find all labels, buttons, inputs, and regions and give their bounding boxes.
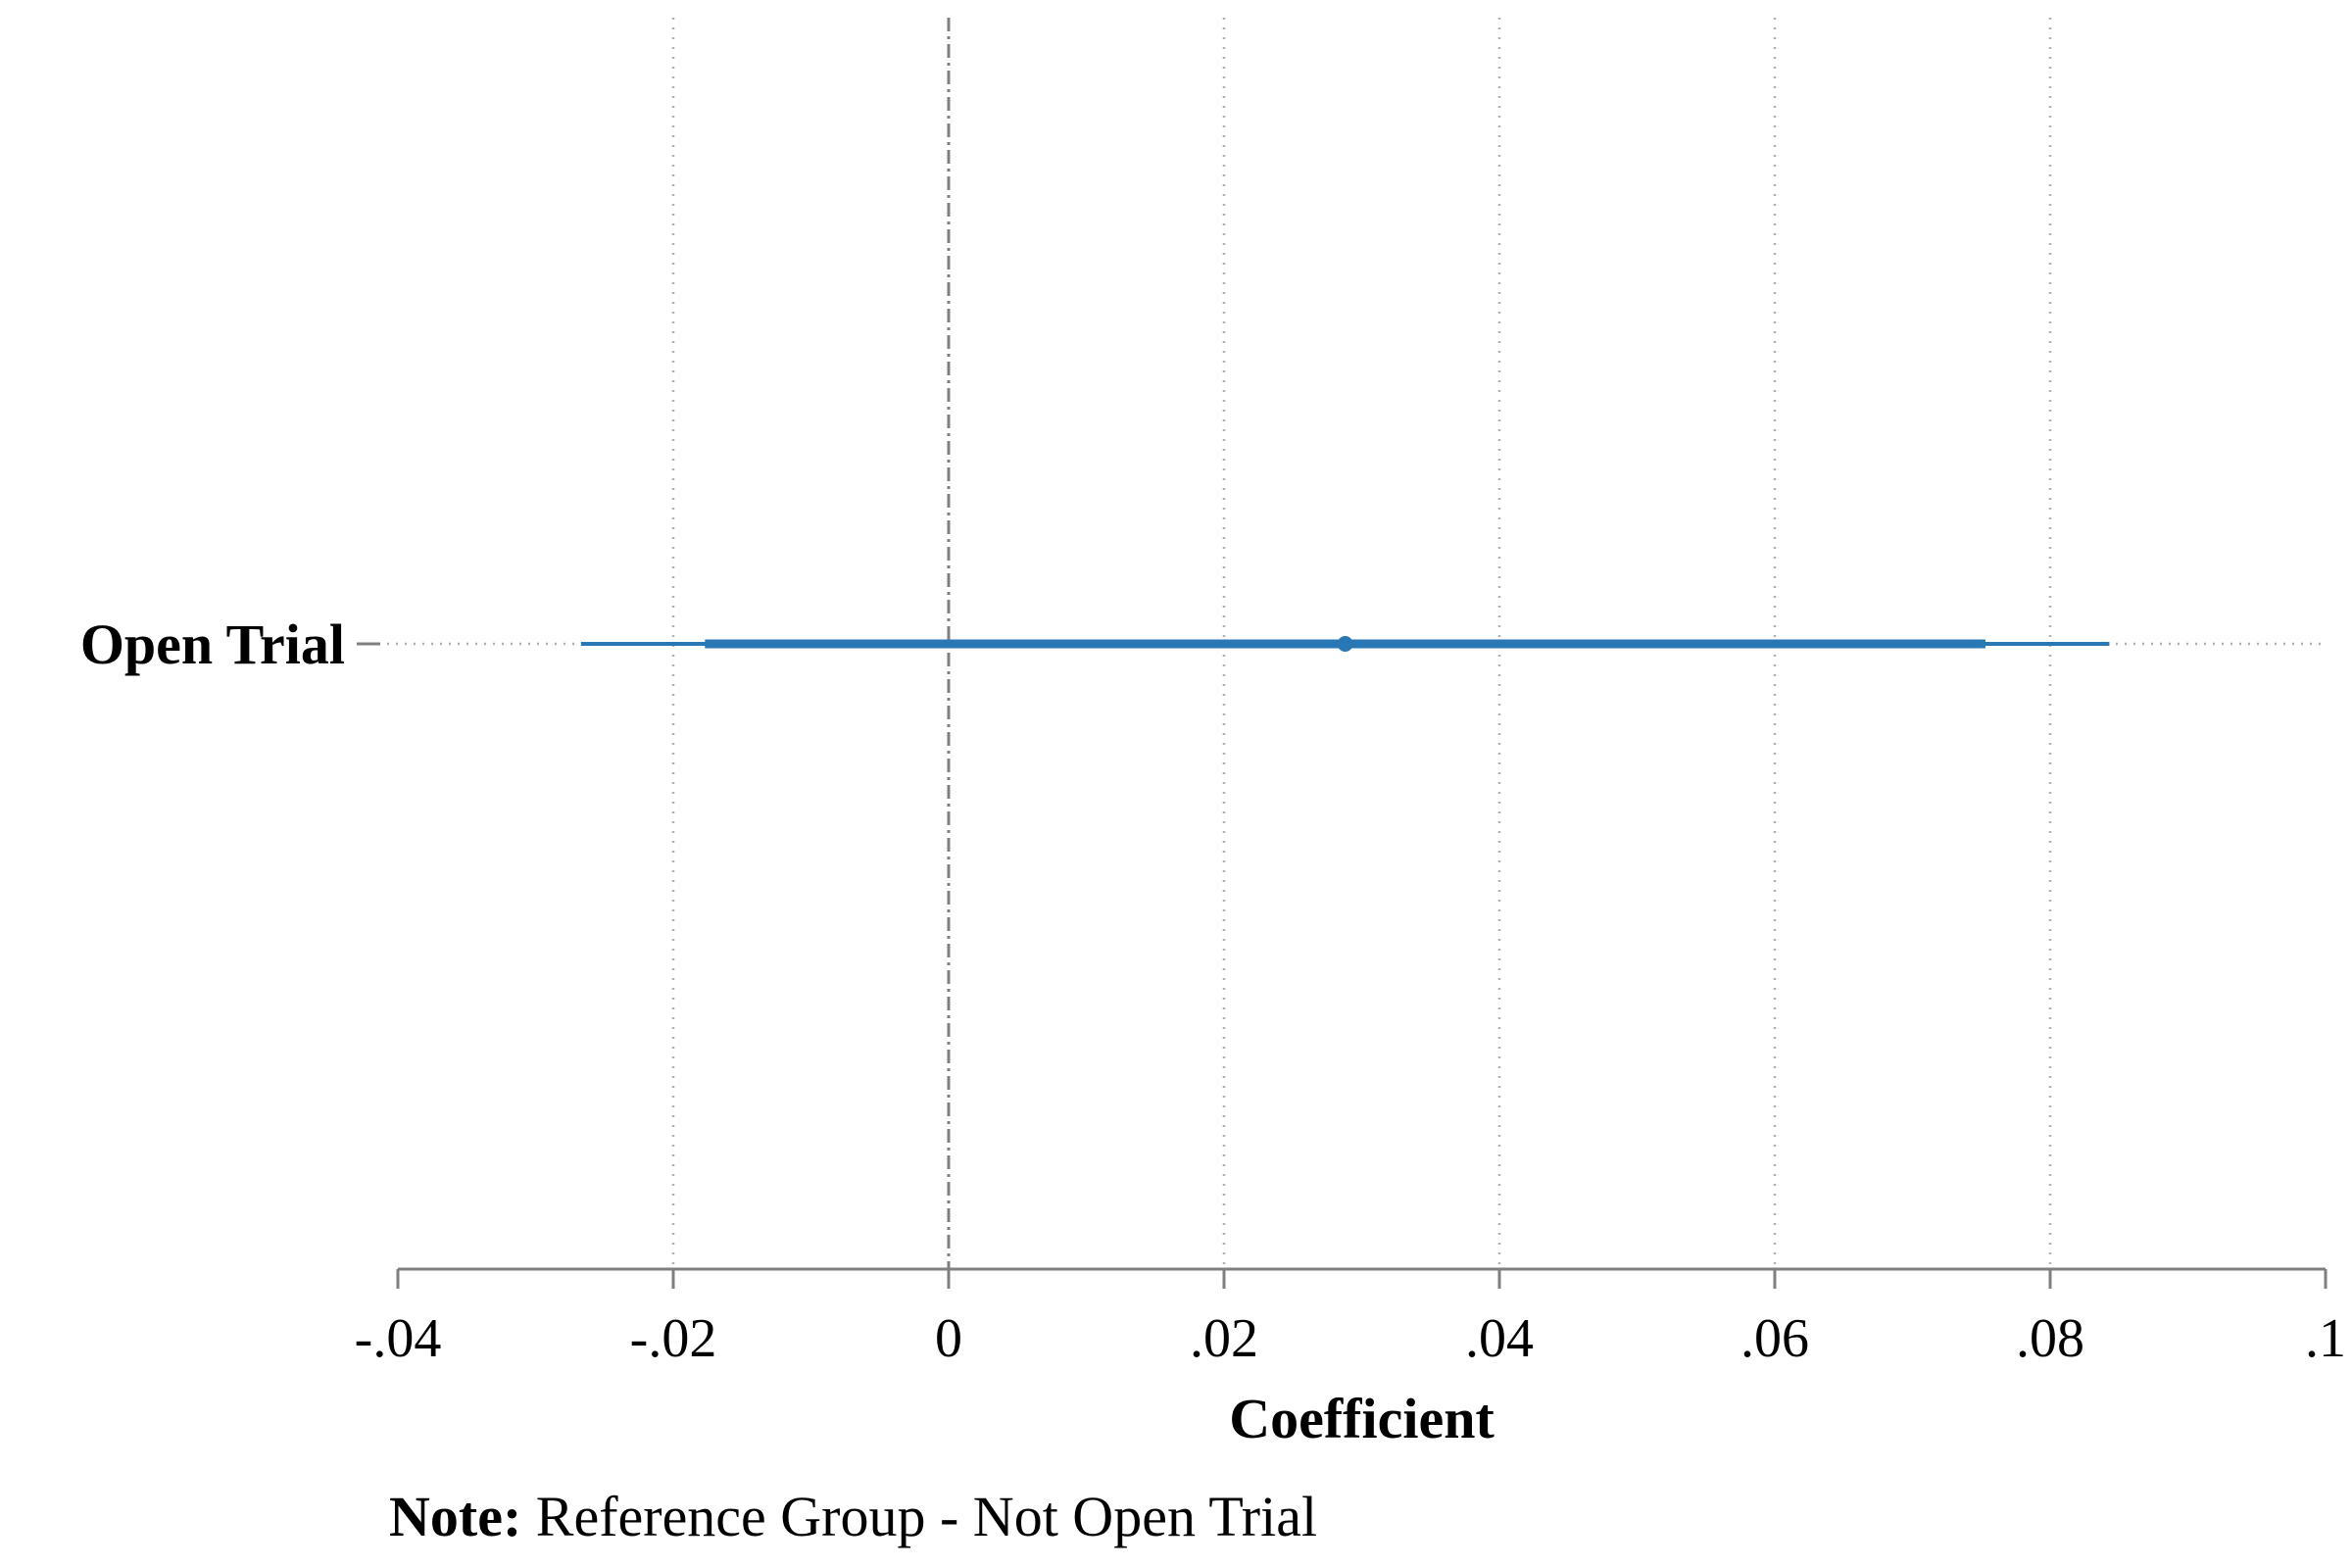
- x-tick-label: .1: [2305, 1308, 2346, 1369]
- x-axis-title: Coefficient: [1229, 1387, 1494, 1450]
- category-labels: Open Trial: [80, 612, 345, 676]
- note-label: Note:: [389, 1485, 521, 1548]
- x-tick-label: .06: [1740, 1308, 1809, 1369]
- x-tick-labels: -.04 -.02 0 .02 .04 .06 .08 .1: [355, 1308, 2346, 1369]
- x-tick-label: .02: [1190, 1308, 1258, 1369]
- chart-note: Note: Reference Group - Not Open Trial: [389, 1485, 1317, 1548]
- category-label: Open Trial: [80, 612, 345, 676]
- series-markers: [580, 636, 2110, 652]
- x-tick-label: -.04: [355, 1308, 442, 1369]
- note-body: Reference Group - Not Open Trial: [521, 1485, 1317, 1548]
- x-tick-label: 0: [935, 1308, 962, 1369]
- x-tick-label: -.02: [630, 1308, 717, 1369]
- x-tick-label: .08: [2016, 1308, 2084, 1369]
- x-tick-label: .04: [1465, 1308, 1534, 1369]
- point-estimate: [1337, 636, 1353, 652]
- x-axis: [396, 1267, 2328, 1289]
